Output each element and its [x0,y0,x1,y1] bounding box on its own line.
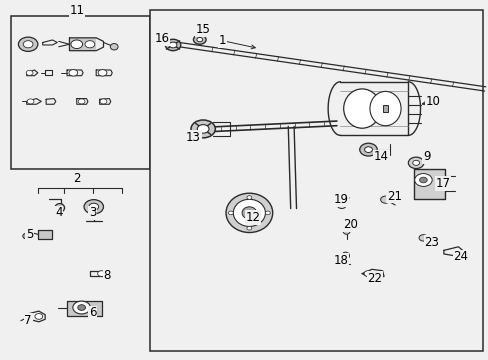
Text: 23: 23 [424,236,438,249]
Ellipse shape [246,226,251,230]
Ellipse shape [412,160,419,165]
Ellipse shape [23,233,30,239]
Text: 17: 17 [434,177,449,190]
Ellipse shape [19,37,38,51]
Ellipse shape [242,207,256,219]
Ellipse shape [89,203,99,210]
Ellipse shape [35,314,42,319]
Text: 4: 4 [55,206,62,219]
Text: 10: 10 [425,95,440,108]
Ellipse shape [84,200,103,214]
Ellipse shape [26,70,33,75]
Ellipse shape [380,196,389,203]
Bar [69,38,96,51]
Bar [38,230,52,239]
Ellipse shape [343,89,380,128]
Text: 16: 16 [154,32,169,45]
Text: 24: 24 [452,250,468,263]
Ellipse shape [364,147,372,153]
Text: 3: 3 [89,206,96,219]
Text: 15: 15 [195,23,210,36]
Ellipse shape [369,91,400,126]
Text: 12: 12 [245,211,260,224]
Ellipse shape [73,301,90,314]
Bar [11,16,149,169]
Ellipse shape [78,305,85,310]
Text: 1: 1 [219,34,226,47]
Ellipse shape [169,42,177,48]
Ellipse shape [197,37,202,42]
Text: 14: 14 [373,150,388,163]
Ellipse shape [23,41,33,48]
Ellipse shape [342,226,350,234]
Bar [67,301,102,316]
Text: 2: 2 [73,172,81,185]
Ellipse shape [233,199,265,226]
Text: 9: 9 [422,150,430,163]
Text: 22: 22 [366,272,382,285]
Ellipse shape [359,143,376,156]
Ellipse shape [71,40,82,49]
Ellipse shape [407,157,423,168]
Ellipse shape [55,203,64,212]
Ellipse shape [69,69,78,76]
Ellipse shape [98,69,107,76]
Text: 7: 7 [24,314,32,327]
Text: 11: 11 [69,4,84,17]
Ellipse shape [364,271,371,276]
Text: 8: 8 [103,269,111,282]
Ellipse shape [414,174,431,186]
Ellipse shape [100,99,107,104]
Ellipse shape [110,44,118,50]
Ellipse shape [78,99,85,104]
Ellipse shape [419,177,427,183]
Ellipse shape [98,271,105,276]
Ellipse shape [246,196,251,199]
Ellipse shape [191,120,215,138]
Ellipse shape [165,39,181,51]
Ellipse shape [193,35,205,44]
Text: 19: 19 [333,193,347,206]
Bar [11,16,149,169]
Ellipse shape [228,211,233,215]
Text: 6: 6 [89,306,96,319]
Text: 21: 21 [386,190,401,203]
Ellipse shape [265,211,270,215]
Ellipse shape [225,193,272,233]
FancyBboxPatch shape [382,105,387,112]
Text: 18: 18 [333,254,347,267]
Bar [149,10,482,351]
Ellipse shape [85,41,95,48]
Bar [413,168,445,199]
Ellipse shape [341,252,349,259]
Ellipse shape [418,235,427,241]
Ellipse shape [197,125,208,133]
Text: 20: 20 [343,218,357,231]
Text: 5: 5 [26,228,33,241]
Ellipse shape [27,99,34,104]
Bar [149,10,482,351]
Text: 13: 13 [185,131,201,144]
Ellipse shape [336,200,346,208]
